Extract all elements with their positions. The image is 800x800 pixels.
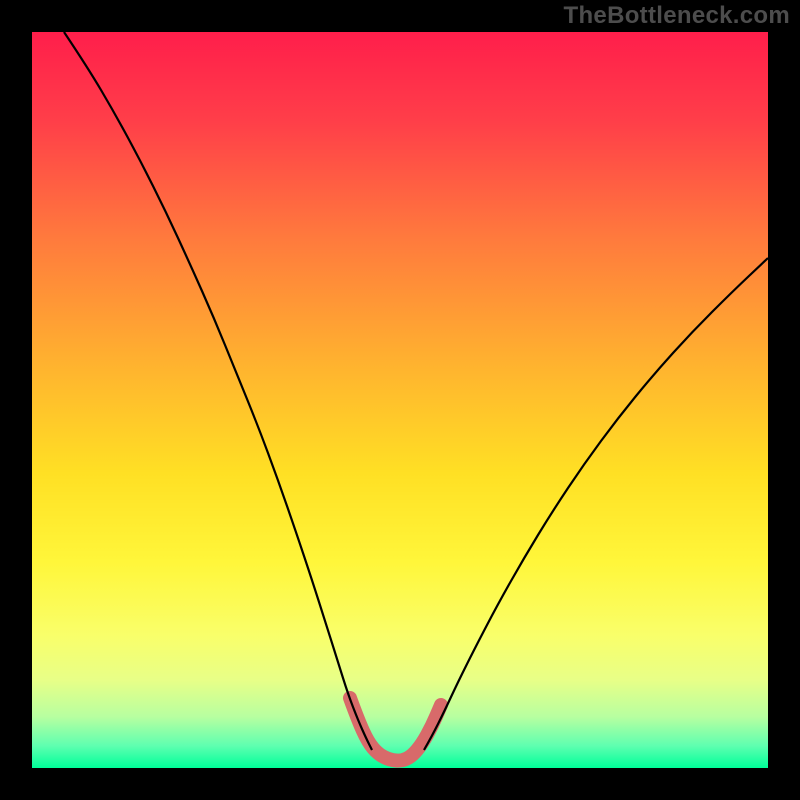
curve-layer	[32, 32, 768, 768]
curve-right	[424, 258, 768, 750]
watermark-text: TheBottleneck.com	[564, 2, 790, 30]
curve-left	[64, 32, 372, 750]
outer-frame: TheBottleneck.com	[0, 0, 800, 800]
valley-highlight-stroke	[350, 698, 441, 761]
plot-area	[32, 32, 768, 768]
